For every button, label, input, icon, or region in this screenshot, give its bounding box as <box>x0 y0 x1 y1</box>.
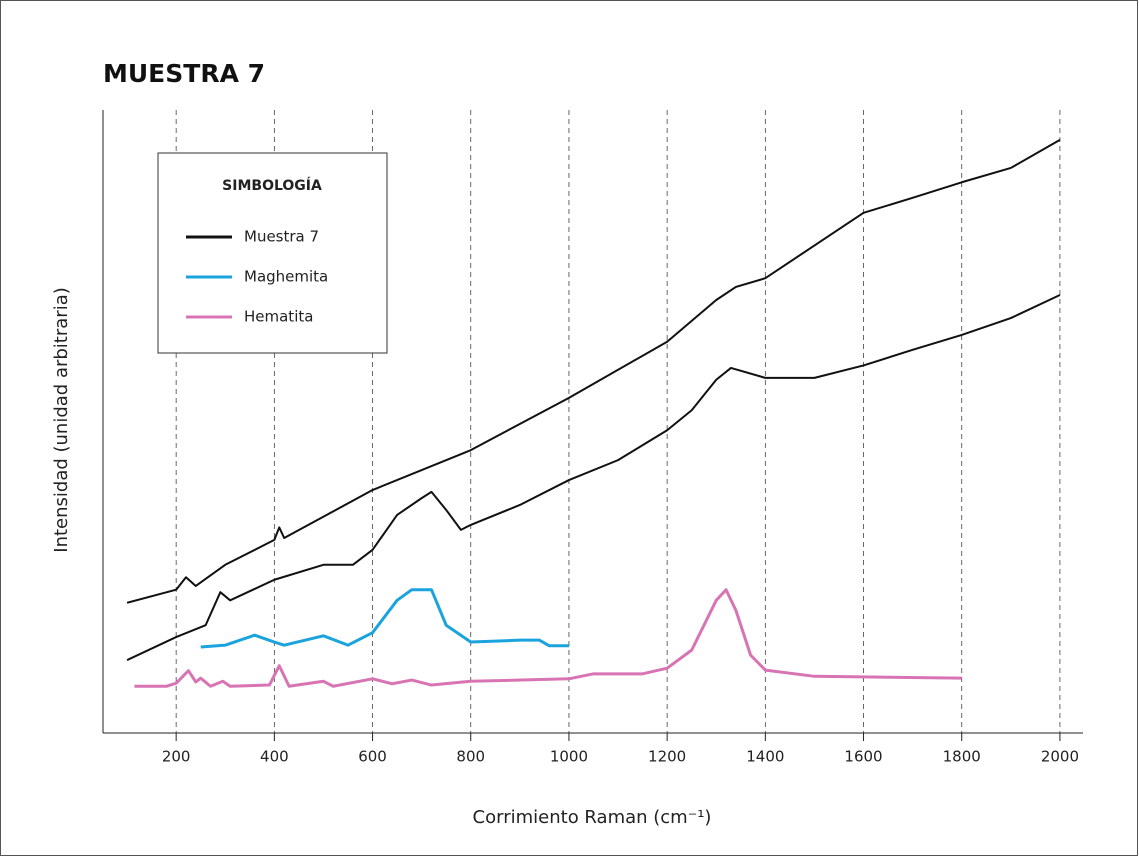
x-tick-label: 2000 <box>1041 748 1079 766</box>
legend-label: Hematita <box>244 308 313 326</box>
lines <box>126 139 1061 688</box>
series-line <box>200 588 569 649</box>
x-tick-label: 200 <box>162 748 191 766</box>
series-line <box>126 139 1061 604</box>
series-line <box>134 588 962 688</box>
x-tick-label: 1000 <box>550 748 588 766</box>
series-line <box>126 294 1061 662</box>
x-tick-label: 1400 <box>746 748 784 766</box>
x-tick-label: 1800 <box>943 748 981 766</box>
legend-box <box>157 152 388 354</box>
legend: Muestra 7 Maghemita Hematita <box>186 228 328 326</box>
legend-title: SIMBOLOGÍA <box>222 177 322 194</box>
legend-label: Maghemita <box>244 268 328 286</box>
x-tick-label: 600 <box>358 748 387 766</box>
legend-label: Muestra 7 <box>244 228 319 246</box>
x-tick-label: 800 <box>456 748 485 766</box>
y-axis-label: Intensidad (unidad arbitraria) <box>51 287 72 552</box>
x-tick-label: 1200 <box>648 748 686 766</box>
chart-title: MUESTRA 7 <box>103 59 265 88</box>
x-axis-label: Corrimiento Raman (cm⁻¹) <box>473 807 712 828</box>
x-tick-label: 400 <box>260 748 289 766</box>
x-tick-label: 1600 <box>844 748 882 766</box>
